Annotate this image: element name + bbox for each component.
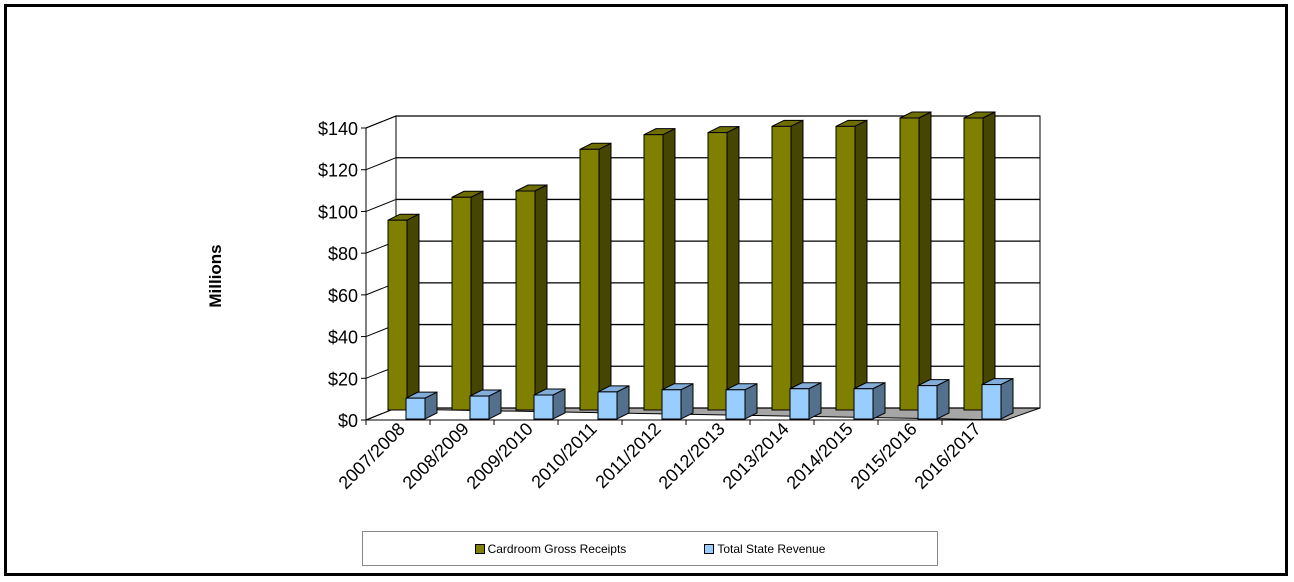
- bar-gross-receipts: [835, 119, 868, 411]
- y-tick-label: $80: [328, 244, 358, 264]
- legend-label-state-revenue: Total State Revenue: [717, 541, 826, 556]
- bar-side: [662, 127, 676, 411]
- chart-legend: Cardroom Gross Receipts Total State Reve…: [362, 531, 938, 566]
- bar-state-revenue: [981, 377, 1014, 420]
- y-tick-label: $40: [328, 328, 358, 348]
- bar-side: [616, 385, 630, 420]
- bar-state-revenue: [789, 381, 822, 420]
- bar-front: [917, 385, 938, 420]
- bar-front: [387, 219, 408, 411]
- bar-front: [981, 384, 1002, 420]
- bar-side: [598, 142, 612, 411]
- bar-front: [725, 389, 746, 420]
- x-tick-label: 2016/2017: [911, 419, 985, 493]
- y-tick-label: $0: [338, 411, 358, 431]
- bar-front: [661, 389, 682, 420]
- bar-state-revenue: [469, 389, 502, 420]
- y-tick-label: $60: [328, 286, 358, 306]
- bar-gross-receipts: [579, 142, 612, 411]
- y-tick-label: $120: [318, 161, 358, 181]
- legend-label-gross-receipts: Cardroom Gross Receipts: [487, 541, 627, 556]
- bar-side: [470, 190, 484, 411]
- bar-side: [406, 213, 420, 411]
- bar-gross-receipts: [707, 125, 740, 411]
- bar-front: [597, 391, 618, 420]
- bar-front: [707, 132, 728, 411]
- bar-state-revenue: [917, 378, 950, 420]
- bar-front: [451, 196, 472, 411]
- bar-side: [872, 381, 886, 420]
- bar-front: [835, 125, 856, 411]
- gridline-side: [365, 198, 397, 212]
- bar-front: [469, 395, 490, 420]
- bar-front: [533, 394, 554, 420]
- x-tick-label: 2015/2016: [847, 419, 921, 493]
- x-tick-label: 2011/2012: [591, 419, 664, 492]
- bar-front: [853, 388, 874, 420]
- x-tick-label: 2012/2013: [655, 419, 729, 493]
- x-tick-label: 2008/2009: [399, 419, 473, 493]
- bar-gross-receipts: [451, 190, 484, 411]
- bar-front: [899, 117, 920, 411]
- legend-swatch-gross-receipts: [474, 543, 485, 554]
- bar-front: [579, 148, 600, 411]
- bar-side: [808, 381, 822, 420]
- x-tick-label: 2014/2015: [783, 419, 857, 493]
- bar-side: [744, 382, 758, 420]
- bar-front: [515, 190, 536, 411]
- bar-gross-receipts: [771, 119, 804, 411]
- bar-side: [982, 111, 996, 411]
- bar-state-revenue: [853, 381, 886, 420]
- bar-side: [726, 125, 740, 411]
- bar-side: [918, 111, 932, 411]
- bar-state-revenue: [597, 385, 630, 420]
- legend-item-state-revenue: Total State Revenue: [704, 542, 825, 556]
- bar-side: [680, 382, 694, 420]
- bar-state-revenue: [533, 388, 566, 420]
- bar-gross-receipts: [643, 127, 676, 411]
- bar-state-revenue: [661, 382, 694, 420]
- bar-front: [405, 397, 426, 420]
- bar-front: [789, 388, 810, 420]
- gridline-side: [365, 157, 397, 171]
- bar-gross-receipts: [899, 111, 932, 411]
- bar-gross-receipts: [515, 184, 548, 411]
- x-tick-label: 2013/2014: [719, 419, 793, 493]
- y-tick-label: $100: [318, 202, 358, 222]
- legend-swatch-state-revenue: [704, 543, 715, 554]
- y-tick-label: $140: [318, 119, 358, 139]
- bar-side: [854, 119, 868, 411]
- bar-side: [534, 184, 548, 411]
- bar-front: [963, 117, 984, 411]
- bar-side: [936, 378, 950, 420]
- bar-gross-receipts: [963, 111, 996, 411]
- bar-gross-receipts: [387, 213, 420, 411]
- x-tick-label: 2010/2011: [527, 419, 600, 492]
- bar-state-revenue: [725, 382, 758, 420]
- x-tick-label: 2009/2010: [463, 419, 537, 493]
- bar-front: [771, 125, 792, 411]
- bar-front: [643, 134, 664, 411]
- y-tick-label: $20: [328, 369, 358, 389]
- y-axis-label: Millions: [206, 244, 225, 307]
- legend-item-gross-receipts: Cardroom Gross Receipts: [474, 541, 627, 556]
- gridline-side: [365, 115, 397, 129]
- bar-side: [1000, 377, 1014, 420]
- bar-state-revenue: [405, 391, 438, 420]
- bar-side: [790, 119, 804, 411]
